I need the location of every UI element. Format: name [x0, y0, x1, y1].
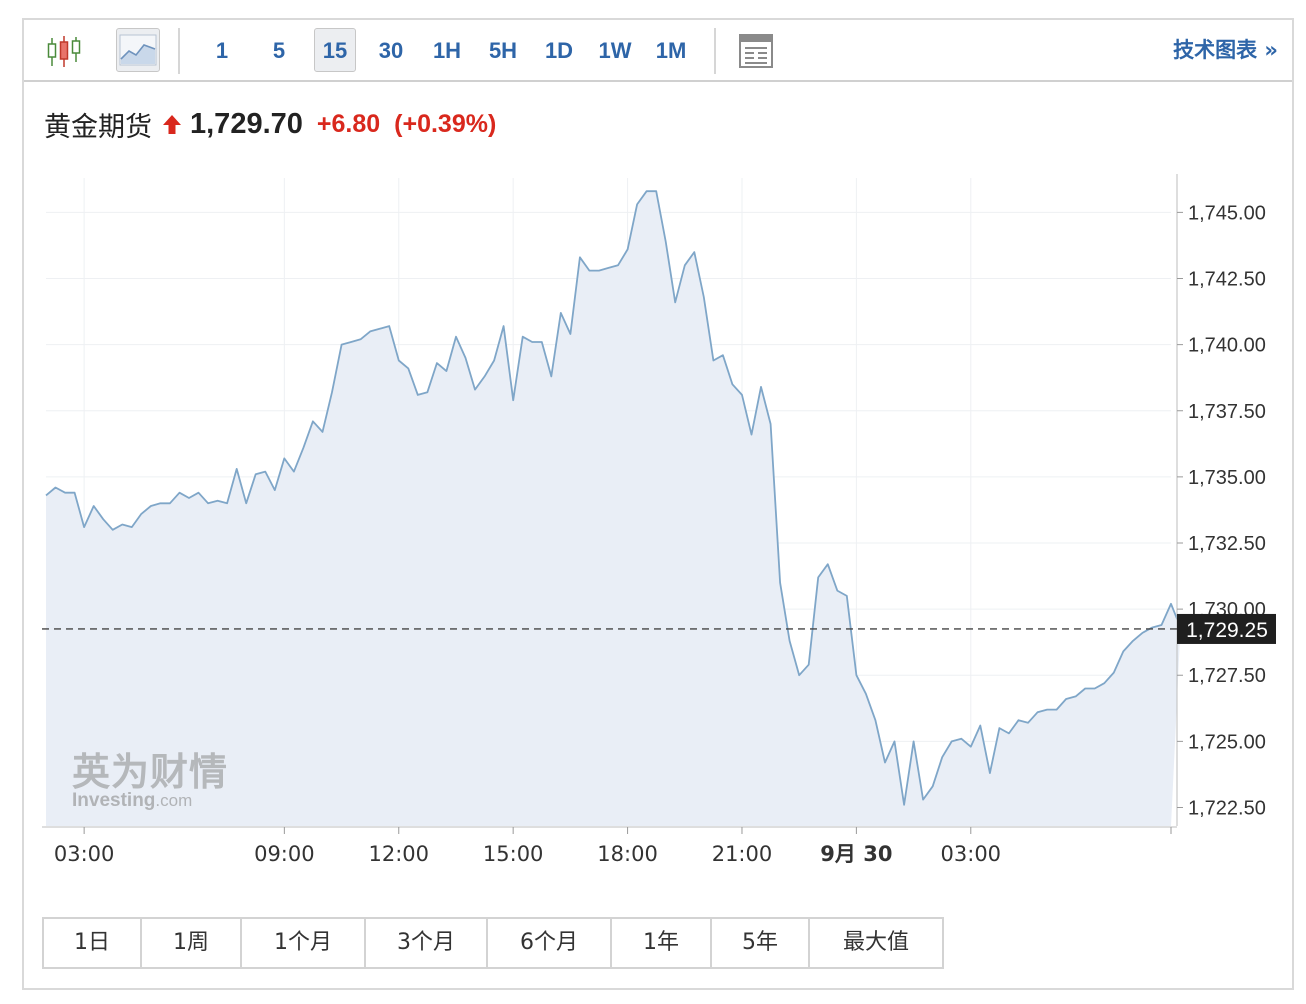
- range-button[interactable]: 1日: [44, 919, 142, 967]
- y-tick-label: 1,740.00: [1188, 335, 1266, 357]
- x-tick-label: 18:00: [597, 842, 658, 866]
- price-change: +6.80: [316, 109, 381, 138]
- y-tick-label: 1,722.50: [1188, 797, 1266, 819]
- last-price: 1,729.70: [190, 107, 303, 140]
- interval-1h[interactable]: 1H: [432, 38, 462, 63]
- technical-chart-link[interactable]: 技术图表 »: [1173, 38, 1278, 62]
- toolbar-separator: [178, 28, 180, 74]
- range-button[interactable]: 1个月: [242, 919, 366, 967]
- up-arrow-icon: [163, 115, 181, 134]
- interval-15[interactable]: 15: [314, 28, 356, 72]
- range-selector: 1日 1周 1个月 3个月 6个月 1年 5年 最大值: [42, 917, 944, 969]
- investing-watermark: 英为财情 Investing.com: [72, 750, 228, 812]
- range-button[interactable]: 5年: [712, 919, 810, 967]
- interval-30[interactable]: 30: [378, 38, 404, 63]
- y-tick-label: 1,732.50: [1188, 533, 1266, 555]
- price-area-fill: [46, 191, 1181, 826]
- interval-5[interactable]: 5: [272, 38, 286, 63]
- y-tick-label: 1,745.00: [1188, 202, 1266, 224]
- range-button[interactable]: 1周: [142, 919, 242, 967]
- range-button[interactable]: 1年: [612, 919, 712, 967]
- watermark-cn: 英为财情: [72, 750, 229, 794]
- interval-1m[interactable]: 1M: [655, 38, 687, 63]
- chart-toolbar: 1 5 15 30 1H 5H 1D 1W 1M 技术图表 »: [24, 20, 1292, 82]
- x-axis: 03:00 09:00 12:00 15:00 18:00 21:00 9月 30 03:00: [42, 826, 1177, 866]
- price-chart[interactable]: 1,722.501,725.001,727.501,730.001,732.50…: [0, 0, 1306, 900]
- y-tick-label: 1,727.50: [1188, 665, 1266, 687]
- interval-5h[interactable]: 5H: [488, 38, 518, 63]
- current-price-marker: 1,729.25: [42, 613, 1276, 644]
- x-tick-label: 21:00: [712, 842, 773, 866]
- y-tick-label: 1,742.50: [1188, 269, 1266, 291]
- candlestick-icon[interactable]: [42, 28, 84, 72]
- chart-widget: 1 5 15 30 1H 5H 1D 1W 1M 技术图表 » 黄金期货 1,729.70 +6…: [22, 18, 1294, 990]
- current-price-badge: [1177, 613, 1276, 644]
- range-button[interactable]: 最大值: [842, 930, 909, 955]
- price-change-percent: (+0.39%): [394, 109, 497, 138]
- x-tick-label: 9月 30: [820, 842, 892, 866]
- interval-1d[interactable]: 1D: [544, 38, 574, 63]
- interval-1[interactable]: 1: [215, 38, 229, 63]
- instrument-name: 黄金期货: [44, 111, 152, 143]
- table-icon[interactable]: [736, 28, 776, 72]
- quote-header: 黄金期货 1,729.70 +6.80 (+0.39%): [44, 104, 510, 144]
- y-tick-label: 1,737.50: [1188, 401, 1266, 423]
- x-tick-label: 03:00: [54, 842, 115, 866]
- x-tick-label: 03:00: [941, 842, 1002, 866]
- x-tick-label: 15:00: [483, 842, 544, 866]
- x-tick-label: 12:00: [368, 842, 429, 866]
- watermark-en: Investing.com: [72, 790, 193, 811]
- price-line: [45, 190, 1182, 806]
- area-chart-icon[interactable]: [116, 28, 160, 72]
- range-button[interactable]: 3个月: [366, 919, 488, 967]
- interval-1w[interactable]: 1W: [598, 38, 632, 63]
- toolbar-separator: [714, 28, 716, 74]
- current-price-label: 1,729.25: [1186, 619, 1268, 642]
- y-tick-label: 1,735.00: [1188, 467, 1266, 489]
- range-button[interactable]: 6个月: [488, 919, 612, 967]
- y-axis: 1,722.501,725.001,727.501,730.001,732.50…: [1176, 174, 1266, 826]
- y-tick-label: 1,725.00: [1188, 731, 1266, 753]
- x-tick-label: 09:00: [254, 842, 315, 866]
